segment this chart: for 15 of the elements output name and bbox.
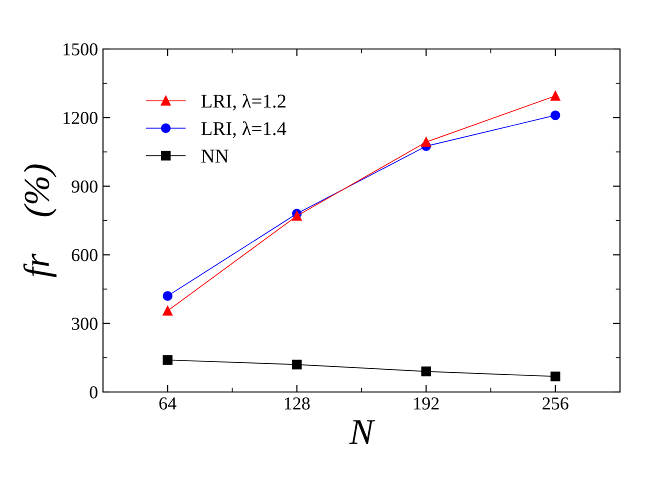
x-axis-title: N: [349, 420, 376, 444]
y-tick-label: 600: [72, 249, 98, 262]
legend-label: LRI, λ=1.4: [201, 121, 286, 138]
x-tick-label: 256: [542, 397, 568, 410]
legend-label: NN: [201, 150, 228, 162]
y-tick-label: 1200: [64, 112, 98, 124]
legend-label: LRI, λ=1.2: [201, 94, 286, 111]
x-tick-label: 64: [159, 397, 176, 410]
y-tick-label: 900: [72, 180, 98, 193]
y-tick-label: 1500: [64, 43, 98, 56]
x-tick-label: 128: [284, 397, 310, 410]
y-tick-label: 0: [90, 386, 98, 398]
y-axis-title: fr (%): [23, 164, 56, 278]
x-tick-label: 192: [414, 397, 439, 410]
y-tick-label: 300: [72, 318, 98, 330]
